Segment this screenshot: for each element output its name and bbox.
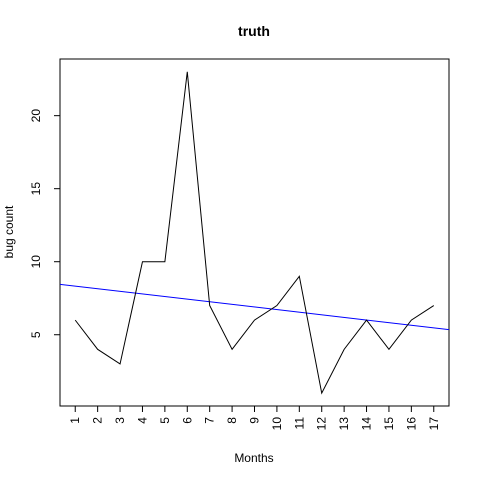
x-tick-label: 16 xyxy=(404,417,418,431)
x-tick-label: 2 xyxy=(91,417,105,424)
chart-title: truth xyxy=(238,23,270,39)
trend-line xyxy=(60,283,449,331)
x-tick-label: 13 xyxy=(337,417,351,431)
x-tick-label: 7 xyxy=(203,417,217,424)
y-tick-label: 10 xyxy=(29,255,43,269)
y-axis-label: bug count xyxy=(2,205,16,258)
x-tick-label: 15 xyxy=(382,417,396,431)
x-tick-label: 1 xyxy=(68,417,82,424)
plot-frame xyxy=(59,58,450,407)
x-tick-label: 5 xyxy=(158,417,172,424)
plot-area xyxy=(59,58,450,407)
x-tick-label: 8 xyxy=(225,417,239,424)
y-tick-label: 20 xyxy=(29,109,43,123)
x-tick-label: 4 xyxy=(135,417,149,424)
y-tick-label: 15 xyxy=(29,182,43,196)
x-axis: 1 2 3 4 5 6 7 8 9 10 11 12 13 14 15 16 17 xyxy=(68,406,441,430)
x-tick-label: 11 xyxy=(292,417,306,430)
y-axis: 5 10 15 20 xyxy=(29,109,60,338)
series-line-0 xyxy=(74,71,435,395)
x-tick-label: 14 xyxy=(360,417,374,431)
x-tick-label: 10 xyxy=(270,417,284,431)
x-tick-label: 9 xyxy=(248,417,262,424)
x-tick-label: 3 xyxy=(113,417,127,424)
x-tick-label: 17 xyxy=(427,417,441,431)
x-tick-label: 12 xyxy=(315,417,329,431)
y-tick-label: 5 xyxy=(29,331,43,338)
x-tick-label: 6 xyxy=(180,417,194,424)
x-axis-label: Months xyxy=(234,451,273,465)
